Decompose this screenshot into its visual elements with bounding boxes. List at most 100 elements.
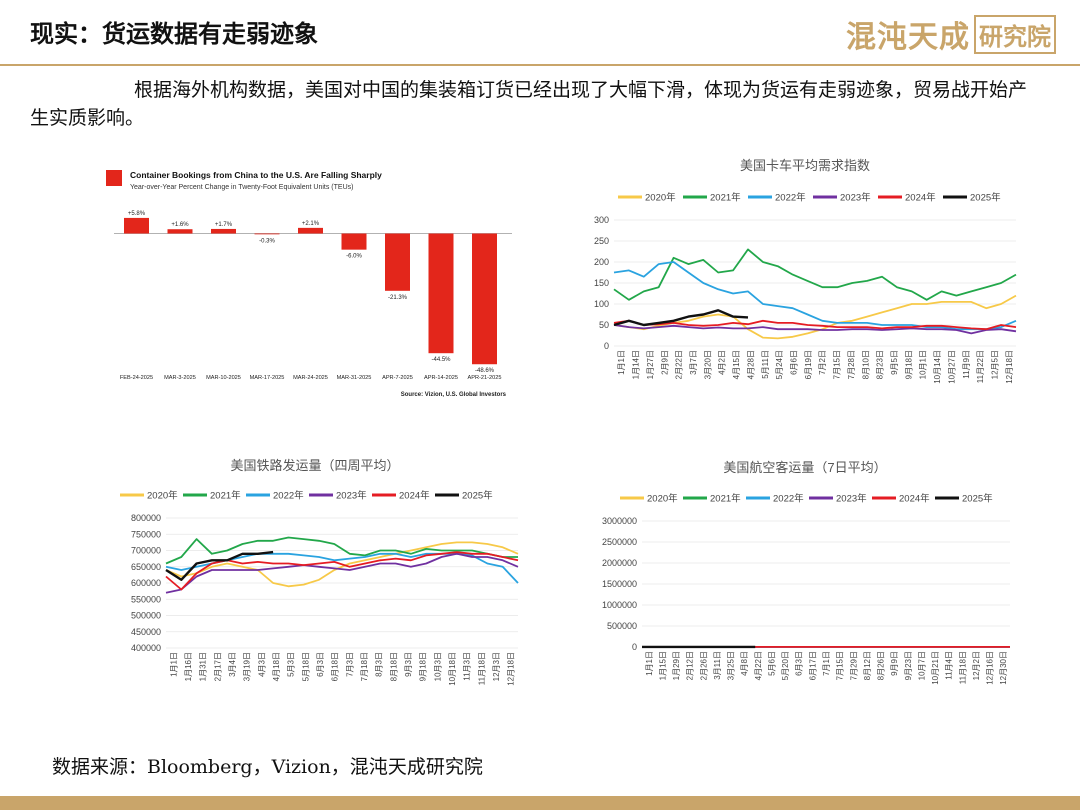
series-line xyxy=(165,552,519,594)
legend-label: 2020年 xyxy=(645,192,676,204)
x-tick-label: 10月14日 xyxy=(933,350,942,384)
legend-label: 2022年 xyxy=(775,192,806,204)
y-tick-label: 500000 xyxy=(131,611,161,621)
x-tick-label: 9月18日 xyxy=(904,350,913,379)
data-label: -0.3% xyxy=(259,238,275,244)
x-tick-label: MAR-24-2025 xyxy=(293,375,328,381)
legend-label: 2020年 xyxy=(147,490,178,502)
y-tick-label: 550000 xyxy=(131,594,161,604)
y-tick-label: 2500000 xyxy=(602,537,637,547)
y-tick-label: 250 xyxy=(594,236,609,246)
rail-shipments-chart: 美国铁路发运量（四周平均） 2020年 2021年 2022年 2023年 2024年 20… xyxy=(120,458,519,686)
x-tick-label: 10月3日 xyxy=(433,652,442,681)
chart-source: Source: Vizion, U.S. Global Investors xyxy=(401,392,507,398)
x-tick-label: 4月15日 xyxy=(732,350,741,379)
legend-label: 2023年 xyxy=(836,493,867,505)
company-logo: 混沌天成 研究院 xyxy=(846,12,1056,56)
x-tick-label: 5月6日 xyxy=(767,651,776,676)
x-tick-label: 1月31日 xyxy=(199,652,208,681)
y-tick-label: 50 xyxy=(599,320,609,330)
x-tick-label: 8月3日 xyxy=(375,652,384,677)
bar xyxy=(167,229,193,234)
bottom-bar xyxy=(0,796,1080,810)
y-tick-label: 150 xyxy=(594,278,609,288)
data-label: -21.3% xyxy=(388,295,408,301)
x-tick-label: MAR-17-2025 xyxy=(250,375,285,381)
x-tick-label: 6月18日 xyxy=(331,652,340,681)
y-tick-label: 450000 xyxy=(131,627,161,637)
x-tick-label: 5月3日 xyxy=(287,652,296,677)
x-tick-label: 7月18日 xyxy=(360,652,369,681)
x-tick-label: 7月15日 xyxy=(833,350,842,379)
x-tick-label: MAR-10-2025 xyxy=(206,375,241,381)
chart-title: Container Bookings from China to the U.S… xyxy=(130,170,382,180)
legend-label: 2025年 xyxy=(970,192,1001,204)
x-tick-label: 10月7日 xyxy=(917,651,926,680)
x-tick-label: 8月12日 xyxy=(863,651,872,680)
page-title: 现实：货运数据有走弱迹象 xyxy=(30,19,318,48)
x-tick-label: 9月5日 xyxy=(890,350,899,375)
x-tick-label: 6月17日 xyxy=(808,651,817,680)
x-tick-label: 2月26日 xyxy=(699,651,708,680)
x-tick-label: 9月23日 xyxy=(904,651,913,680)
chart-subtitle: Year-over-Year Percent Change in Twenty-… xyxy=(130,184,353,191)
legend-label: 2021年 xyxy=(710,192,741,204)
x-tick-label: 8月10日 xyxy=(861,350,870,379)
y-tick-label: 200 xyxy=(594,257,609,267)
y-tick-label: 750000 xyxy=(131,529,161,539)
x-tick-label: APR-7-2025 xyxy=(382,375,413,381)
x-tick-label: 8月26日 xyxy=(877,651,886,680)
x-tick-label: 6月19日 xyxy=(804,350,813,379)
legend-label: 2024年 xyxy=(899,493,930,505)
x-tick-label: 3月11日 xyxy=(713,651,722,680)
x-tick-label: 9月3日 xyxy=(404,652,413,677)
x-tick-label: 8月23日 xyxy=(876,350,885,379)
truck-demand-chart: 美国卡车平均需求指数 2020年 2021年 2022年 2023年 2024年 2025年… xyxy=(594,158,1017,384)
y-tick-label: 100 xyxy=(594,299,609,309)
legend-label: 2020年 xyxy=(647,493,678,505)
y-tick-label: 400000 xyxy=(131,643,161,653)
y-tick-label: 300 xyxy=(594,215,609,225)
x-tick-label: 12月18日 xyxy=(1005,350,1014,384)
x-tick-label: 1月1日 xyxy=(169,652,178,677)
x-tick-label: 4月18日 xyxy=(272,652,281,681)
x-tick-label: 6月3日 xyxy=(316,652,325,677)
legend-label: 2024年 xyxy=(399,490,430,502)
x-tick-label: 7月1日 xyxy=(822,651,831,676)
bar xyxy=(428,233,454,354)
x-tick-label: 8月18日 xyxy=(389,652,398,681)
y-tick-label: 3000000 xyxy=(602,516,637,526)
legend-label: 2021年 xyxy=(210,490,241,502)
series-line xyxy=(165,536,518,565)
x-tick-label: 3月25日 xyxy=(727,651,736,680)
x-tick-label: 1月27日 xyxy=(646,350,655,379)
series-line xyxy=(613,324,1017,335)
legend-label: 2023年 xyxy=(840,192,871,204)
air-passenger-chart: 美国航空客运量（7日平均） 2020年 2021年 2022年 2023年 2024年 20… xyxy=(602,460,1010,685)
x-tick-label: 11月18日 xyxy=(958,651,967,684)
series-line xyxy=(613,309,749,327)
y-tick-label: 0 xyxy=(632,642,637,652)
x-tick-label: 12月2日 xyxy=(972,651,981,680)
data-label: +5.8% xyxy=(128,211,146,217)
x-tick-label: FEB-24-2025 xyxy=(120,375,153,381)
x-tick-label: 7月28日 xyxy=(847,350,856,379)
data-source-note: 数据来源：Bloomberg，Vizion，混沌天成研究院 xyxy=(52,756,483,778)
container-bookings-chart: Container Bookings from China to the U.S… xyxy=(106,170,512,398)
x-tick-label: 5月11日 xyxy=(761,350,770,379)
y-tick-label: 700000 xyxy=(131,546,161,556)
x-tick-label: 11月3日 xyxy=(463,652,472,681)
x-tick-label: 3月19日 xyxy=(243,652,252,681)
title-divider xyxy=(0,64,1080,66)
x-tick-label: 12月3日 xyxy=(492,652,501,681)
x-tick-label: 12月5日 xyxy=(990,350,999,379)
x-tick-label: 5月20日 xyxy=(781,651,790,680)
x-tick-label: 10月18日 xyxy=(448,652,457,686)
intro-paragraph: 根据海外机构数据，美国对中国的集装箱订货已经出现了大幅下滑，体现为货运有走弱迹象… xyxy=(30,79,1028,129)
bar xyxy=(385,233,410,291)
series-line xyxy=(165,550,274,581)
x-tick-label: 12月30日 xyxy=(999,651,1008,685)
x-tick-label: 10月21日 xyxy=(931,651,940,685)
x-tick-label: 4月3日 xyxy=(257,652,266,677)
x-tick-label: 11月18日 xyxy=(477,652,486,685)
